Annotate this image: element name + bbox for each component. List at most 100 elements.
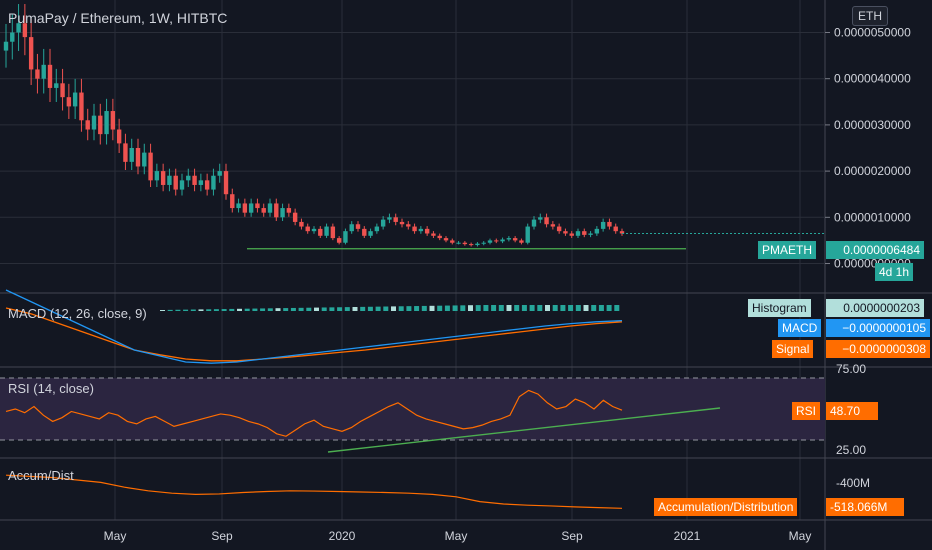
candle-body	[362, 228, 367, 236]
signal-label-tag: Signal	[772, 340, 814, 358]
accum-label[interactable]: Accum/Dist	[8, 468, 74, 483]
last-price-tag: 0.0000006484	[826, 241, 924, 259]
countdown-tag: 4d 1h	[875, 263, 914, 281]
macd-histogram-bar	[275, 308, 281, 311]
candle-body	[330, 226, 336, 239]
macd-histogram-bar	[398, 306, 404, 311]
candle-body	[60, 83, 65, 98]
candle-body	[418, 228, 424, 232]
macd-histogram-bar	[360, 306, 366, 311]
macd-histogram-bar	[483, 305, 489, 311]
price-tick-label: 0.0000010000	[834, 210, 911, 224]
candle-body	[41, 64, 46, 79]
macd-histogram-bar	[198, 309, 204, 311]
macd-histogram-bar	[213, 309, 219, 311]
macd-histogram-bar	[437, 305, 443, 311]
chart-title: PumaPay / Ethereum, 1W, HITBTC	[8, 10, 228, 26]
macd-histogram-bar	[283, 308, 289, 311]
macd-histogram-bar	[391, 306, 396, 311]
candle-body	[167, 175, 172, 185]
currency-button[interactable]: ETH	[852, 6, 888, 26]
price-tick-label: 0.0000020000	[834, 164, 911, 178]
candle-body	[154, 171, 160, 181]
macd-histogram-bar	[460, 305, 466, 311]
candle-body	[66, 97, 72, 107]
candle-body	[336, 238, 342, 243]
x-axis-label: 2020	[329, 529, 356, 543]
rsi-label-tag: RSI	[792, 402, 821, 420]
macd-histogram-bar	[575, 305, 581, 311]
macd-histogram-bar	[383, 306, 389, 311]
rsi-label[interactable]: RSI (14, close)	[8, 381, 94, 396]
candle-body	[324, 226, 329, 236]
candle-body	[443, 238, 449, 241]
candle-body	[563, 231, 568, 234]
signal-value-tag: −0.0000000308	[826, 340, 930, 358]
candle-body	[129, 148, 134, 162]
macd-histogram-bar	[606, 305, 612, 311]
candle-body	[242, 203, 248, 213]
candle-body	[387, 217, 392, 220]
candle-body	[16, 23, 21, 33]
rsi-value-tag: 48.70	[826, 402, 878, 420]
candle-body	[255, 203, 260, 209]
macd-histogram-bar	[598, 305, 604, 311]
candle-body	[600, 221, 606, 229]
macd-histogram-bar	[521, 305, 527, 311]
candle-body	[204, 180, 210, 190]
macd-histogram-bar	[329, 307, 335, 311]
macd-histogram-bar	[314, 307, 319, 311]
candle-body	[98, 115, 103, 135]
candle-body	[79, 92, 84, 121]
macd-label-tag: MACD	[778, 319, 822, 337]
candle-body	[607, 221, 612, 227]
macd-histogram-bar	[421, 305, 427, 311]
x-axis-label: Sep	[561, 529, 583, 543]
candle-body	[575, 231, 581, 236]
macd-histogram-bar	[568, 305, 574, 311]
x-axis-label: May	[445, 529, 468, 543]
macd-histogram-bar	[337, 307, 343, 311]
candle-body	[544, 217, 549, 225]
candle-body	[412, 226, 417, 232]
macd-value-tag: −0.0000000105	[826, 319, 930, 337]
candle-body	[556, 226, 562, 232]
macd-histogram-bar	[583, 305, 589, 311]
candle-body	[280, 208, 285, 218]
macd-histogram-bar	[167, 309, 173, 311]
macd-histogram-bar	[545, 305, 550, 311]
macd-histogram-bar	[468, 305, 473, 311]
macd-histogram-bar	[529, 305, 535, 311]
macd-histogram-bar	[452, 305, 458, 311]
candle-body	[380, 219, 386, 227]
macd-histogram-bar	[175, 309, 181, 311]
candle-body	[198, 180, 204, 185]
candle-body	[192, 175, 197, 185]
macd-histogram-bar	[183, 309, 189, 311]
candle-body	[374, 226, 380, 232]
rsi-trendline	[327, 407, 721, 453]
candle-body	[619, 231, 625, 234]
candle-body	[116, 129, 122, 144]
macd-histogram-bar	[252, 308, 258, 311]
macd-histogram-bar	[237, 308, 242, 311]
candle-body	[22, 23, 28, 38]
macd-histogram-bar	[491, 305, 497, 311]
macd-histogram-bar	[229, 308, 235, 311]
candle-body	[286, 208, 292, 213]
macd-label[interactable]: MACD (12, 26, close, 9)	[8, 306, 147, 321]
candle-body	[148, 152, 153, 181]
macd-histogram-bar	[537, 305, 543, 311]
macd-histogram-bar	[614, 305, 620, 311]
candle-body	[468, 244, 474, 246]
candle-body	[110, 111, 116, 130]
price-tick-label: 0.0000030000	[834, 118, 911, 132]
candle-body	[267, 203, 273, 213]
candle-body	[456, 242, 461, 244]
macd-histogram-bar	[298, 307, 304, 311]
x-axis-label: May	[789, 529, 812, 543]
candle-body	[261, 208, 266, 213]
macd-histogram-bar	[190, 309, 196, 311]
histogram-label-tag: Histogram	[748, 299, 811, 317]
